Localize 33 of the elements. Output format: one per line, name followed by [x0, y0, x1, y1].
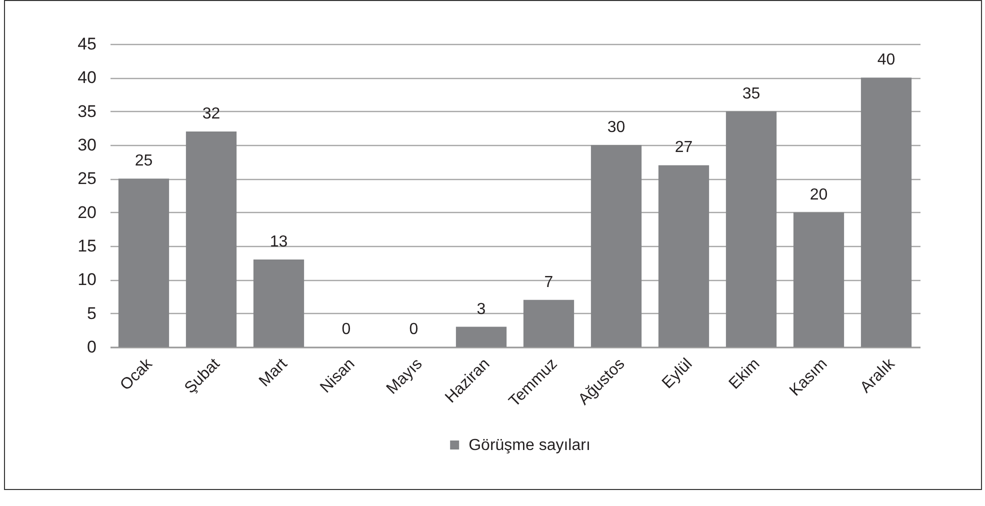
y-tick-label: 10	[78, 270, 96, 290]
bar	[590, 145, 642, 347]
y-tick-label: 20	[78, 202, 96, 222]
bar	[456, 326, 507, 347]
data-label: 0	[409, 321, 418, 338]
y-tick-label: 25	[78, 169, 96, 188]
bar	[658, 165, 710, 347]
y-tick-label: 40	[78, 68, 96, 88]
data-label: 25	[134, 152, 153, 170]
y-tick-label: 0	[87, 338, 96, 356]
y-tick-label: 15	[78, 236, 96, 256]
data-label: 20	[810, 186, 828, 204]
data-label: 3	[476, 300, 486, 318]
bar	[253, 259, 304, 347]
bar	[860, 78, 912, 347]
data-label: 30	[607, 119, 626, 136]
data-label: 0	[342, 321, 351, 338]
data-label: 35	[742, 85, 760, 102]
y-tick-label: 45	[78, 34, 96, 54]
data-label: 13	[270, 233, 288, 250]
bar	[726, 111, 777, 347]
y-tick-label: 35	[78, 102, 96, 121]
data-label: 40	[877, 52, 896, 69]
bar	[523, 300, 574, 347]
bar	[793, 212, 844, 347]
y-tick-label: 5	[87, 304, 96, 323]
bar	[186, 132, 237, 347]
data-label: 7	[544, 274, 554, 291]
bar	[118, 178, 170, 347]
data-label: 27	[674, 139, 693, 156]
y-tick-label: 30	[78, 136, 96, 154]
data-label: 32	[202, 106, 220, 123]
legend-label: Görüşme sayıları	[468, 437, 590, 454]
